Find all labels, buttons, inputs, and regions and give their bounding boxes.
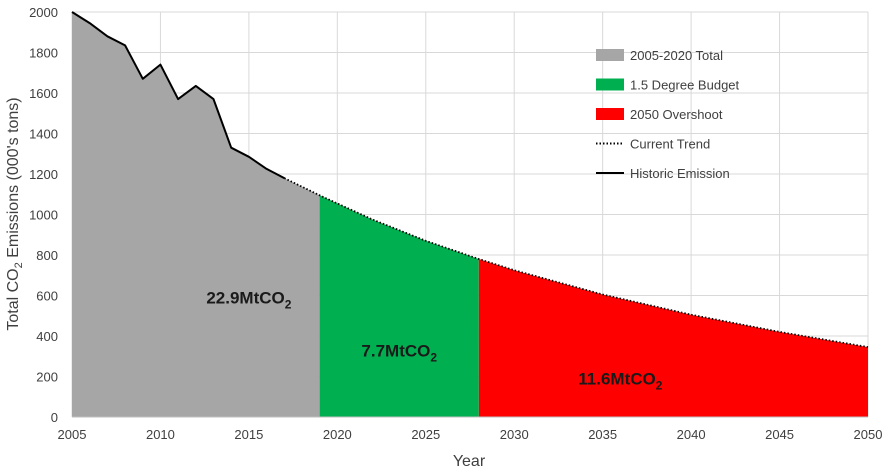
y-tick-label: 800 (36, 248, 58, 263)
legend-label: 1.5 Degree Budget (630, 78, 740, 93)
area-1-5-degree-budget (319, 195, 479, 417)
y-tick-label: 1200 (29, 167, 58, 182)
y-tick-label: 1600 (29, 86, 58, 101)
area-fills (72, 12, 868, 417)
legend-label: 2005-2020 Total (630, 48, 723, 63)
legend-item: 2005-2020 Total (596, 48, 723, 63)
y-axis-title: Total CO2 Emissions (000's tons) (5, 97, 25, 330)
y-tick-label: 400 (36, 329, 58, 344)
legend-item: Current Trend (596, 137, 710, 152)
area-label: 22.9MtCO2 (206, 289, 291, 312)
y-tick-label: 2000 (29, 5, 58, 20)
legend-label: Historic Emission (630, 166, 730, 181)
area-label: 7.7MtCO2 (361, 341, 437, 364)
x-tick-label: 2035 (588, 427, 617, 442)
legend: 2005-2020 Total 1.5 Degree Budget 2050 Ove… (596, 48, 740, 181)
x-tick-label: 2045 (765, 427, 794, 442)
y-tick-label: 1000 (29, 208, 58, 223)
x-tick-label: 2025 (411, 427, 440, 442)
y-tick-label: 0 (51, 410, 58, 425)
x-tick-label: 2010 (146, 427, 175, 442)
area-2005-2020-total (72, 12, 320, 417)
series-lines (71, 11, 869, 348)
y-tick-label: 600 (36, 289, 58, 304)
legend-swatch (596, 49, 624, 61)
y-tick-label: 1800 (29, 46, 58, 61)
x-axis-title: Year (453, 453, 486, 470)
x-tick-label: 2005 (58, 427, 87, 442)
y-tick-label: 1400 (29, 127, 58, 142)
area-2050-overshoot (478, 259, 868, 417)
legend-item: Historic Emission (596, 166, 730, 181)
y-axis-title-subscript: 2 (13, 262, 25, 268)
legend-swatch (596, 108, 624, 120)
area-label: 11.6MtCO2 (578, 370, 662, 393)
series-current-trend (283, 177, 869, 348)
axes: 0 200 400 600 800 1000 1200 1400 1600 1800 2000 200… (29, 5, 882, 442)
legend-item: 2050 Overshoot (596, 107, 723, 122)
x-tick-label: 2040 (677, 427, 706, 442)
legend-item: 1.5 Degree Budget (596, 78, 740, 93)
legend-swatch (596, 78, 624, 91)
legend-label: Current Trend (630, 137, 710, 152)
x-tick-label: 2030 (500, 427, 529, 442)
legend-label: 2050 Overshoot (630, 107, 723, 122)
y-tick-label: 200 (36, 370, 58, 385)
area-labels: 22.9MtCO2 7.7MtCO2 11.6MtCO2 (206, 289, 662, 393)
x-tick-label: 2050 (854, 427, 883, 442)
series-historic-emission (71, 11, 285, 179)
x-tick-label: 2020 (323, 427, 352, 442)
y-axis-title-suffix: Emissions (000's tons) (5, 97, 22, 262)
x-tick-label: 2015 (234, 427, 263, 442)
y-axis-title-prefix: Total CO (5, 268, 22, 330)
